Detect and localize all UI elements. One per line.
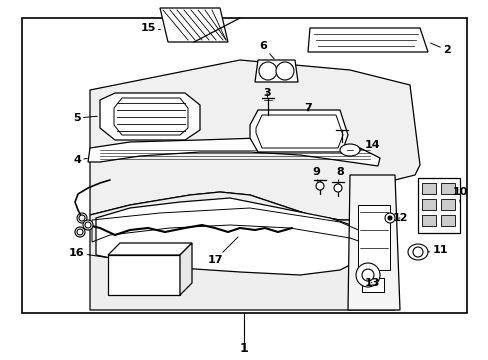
Circle shape: [387, 216, 391, 220]
Text: 8: 8: [335, 167, 343, 181]
Circle shape: [361, 269, 373, 281]
Bar: [108, 255, 180, 295]
Text: 15: 15: [140, 23, 160, 33]
Bar: [421, 183, 435, 194]
Text: 14: 14: [359, 140, 379, 150]
Circle shape: [85, 222, 91, 228]
Bar: [22, 18, 466, 313]
Bar: [440, 215, 454, 226]
Polygon shape: [249, 110, 347, 152]
Polygon shape: [180, 243, 192, 295]
Text: 4: 4: [73, 155, 87, 165]
Circle shape: [275, 62, 293, 80]
Bar: [361, 278, 383, 292]
Circle shape: [384, 213, 394, 223]
Circle shape: [77, 213, 87, 223]
Polygon shape: [114, 98, 187, 135]
Bar: [440, 199, 454, 210]
Text: 16: 16: [69, 248, 107, 258]
Ellipse shape: [407, 244, 427, 260]
Text: 17: 17: [207, 237, 238, 265]
Text: 6: 6: [259, 41, 274, 59]
Circle shape: [412, 247, 422, 257]
Text: 3: 3: [263, 88, 270, 98]
Text: 11: 11: [427, 245, 447, 255]
Circle shape: [355, 263, 379, 287]
Text: 7: 7: [304, 103, 311, 113]
Polygon shape: [160, 8, 227, 42]
Circle shape: [77, 229, 83, 235]
Text: 13: 13: [364, 278, 379, 288]
Bar: [421, 215, 435, 226]
Polygon shape: [100, 93, 200, 140]
Polygon shape: [90, 60, 419, 220]
Polygon shape: [307, 28, 427, 52]
Circle shape: [75, 227, 85, 237]
Polygon shape: [90, 192, 394, 310]
Bar: [440, 183, 454, 194]
Circle shape: [79, 215, 85, 221]
Circle shape: [259, 62, 276, 80]
Text: 2: 2: [429, 43, 450, 55]
Circle shape: [315, 182, 324, 190]
Text: 10: 10: [451, 187, 467, 202]
Ellipse shape: [339, 144, 359, 156]
Circle shape: [83, 220, 93, 230]
Polygon shape: [88, 138, 379, 166]
Text: 9: 9: [311, 167, 319, 182]
Text: 5: 5: [73, 113, 97, 123]
Text: 1: 1: [239, 342, 248, 355]
Circle shape: [333, 184, 341, 192]
Polygon shape: [254, 60, 297, 82]
Polygon shape: [347, 175, 399, 310]
Bar: [417, 178, 459, 233]
Text: 12: 12: [391, 213, 407, 223]
Bar: [357, 205, 389, 270]
Polygon shape: [96, 198, 359, 275]
Bar: [421, 199, 435, 210]
Polygon shape: [108, 243, 192, 255]
